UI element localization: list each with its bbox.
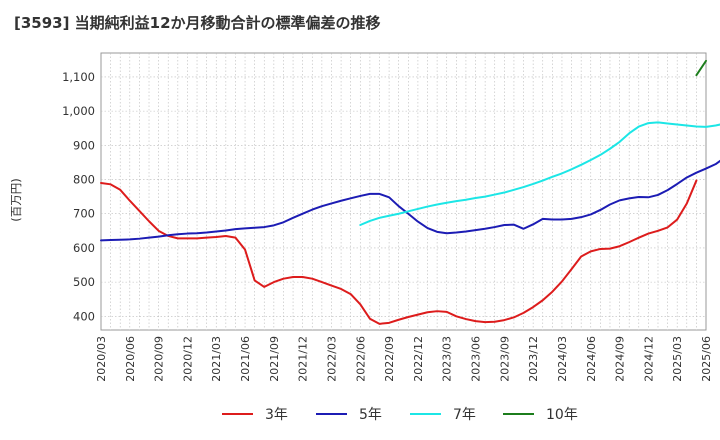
x-tick-label: 2023/06 — [470, 336, 483, 382]
x-tick-label: 2025/06 — [700, 336, 713, 382]
y-axis-label: (百万円) — [9, 178, 23, 221]
x-tick-label: 2021/03 — [210, 336, 223, 382]
series-line — [695, 59, 707, 77]
series-line — [359, 121, 720, 227]
legend-label: 7年 — [453, 407, 476, 423]
x-tick-label: 2021/06 — [239, 336, 252, 382]
x-tick-label: 2023/09 — [498, 336, 511, 382]
legend-label: 10年 — [546, 407, 578, 423]
series-lines — [100, 59, 720, 325]
x-tick-label: 2024/09 — [614, 336, 627, 382]
x-tick-label: 2024/06 — [585, 336, 598, 382]
x-tick-label: 2024/03 — [556, 336, 569, 382]
y-tick-label: 700 — [73, 207, 95, 221]
x-tick-label: 2023/12 — [527, 336, 540, 382]
y-tick-label: 400 — [73, 309, 95, 323]
grid — [101, 53, 706, 330]
y-tick-label: 800 — [73, 173, 95, 187]
x-tick-label: 2025/03 — [671, 336, 684, 382]
x-tick-label: 2020/09 — [153, 336, 166, 382]
series-line — [100, 159, 720, 242]
legend-label: 3年 — [265, 407, 288, 423]
x-tick-label: 2021/12 — [297, 336, 310, 382]
y-tick-label: 600 — [73, 241, 95, 255]
x-tick-label: 2022/09 — [383, 336, 396, 382]
y-tick-label: 500 — [73, 275, 95, 289]
y-tick-label: 1,100 — [62, 70, 95, 84]
x-tick-label: 2021/09 — [268, 336, 281, 382]
chart-title: [3593] 当期純利益12か月移動合計の標準偏差の推移 — [14, 14, 381, 32]
axes: 400 500 600 700 800 900 1,000 1,100 2020/03 2020/… — [62, 70, 713, 382]
plot-area — [100, 52, 707, 331]
y-tick-label: 900 — [73, 138, 95, 152]
series-line — [100, 179, 698, 325]
legend: 3年 5年 7年 10年 — [222, 407, 578, 423]
x-tick-label: 2022/03 — [325, 336, 338, 382]
x-tick-label: 2023/03 — [441, 336, 454, 382]
x-tick-label: 2020/06 — [124, 336, 137, 382]
x-tick-label: 2020/12 — [181, 336, 194, 382]
y-tick-label: 1,000 — [62, 104, 95, 118]
x-tick-label: 2024/12 — [642, 336, 655, 382]
legend-label: 5年 — [359, 407, 382, 423]
x-tick-label: 2022/06 — [354, 336, 367, 382]
x-tick-label: 2022/12 — [412, 336, 425, 382]
x-tick-label: 2020/03 — [95, 336, 108, 382]
